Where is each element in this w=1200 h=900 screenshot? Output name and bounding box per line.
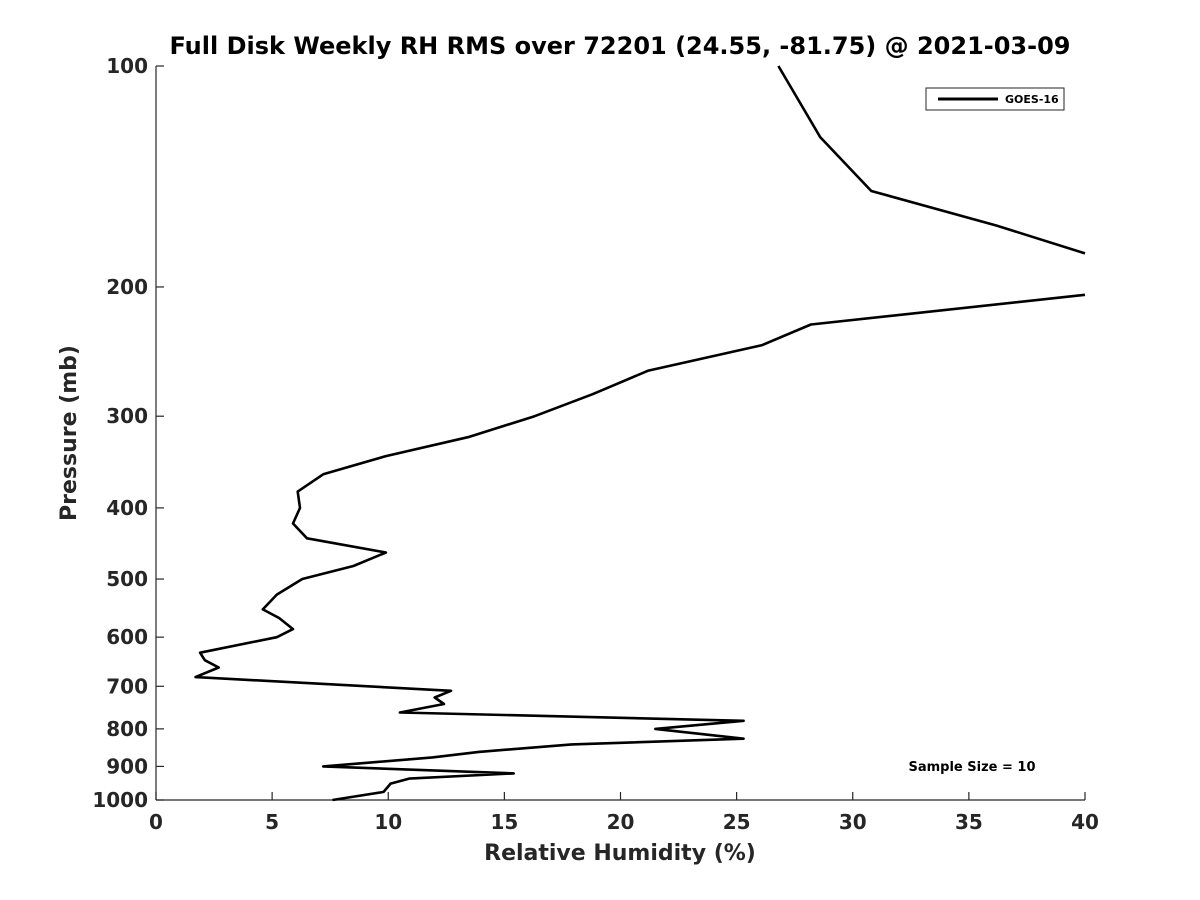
x-tick-label: 25 (723, 810, 751, 834)
y-axis-label: Pressure (mb) (57, 345, 82, 521)
y-tick-label: 600 (106, 625, 148, 649)
y-tick-label: 200 (106, 275, 148, 299)
x-ticks: 0 5 10 15 20 25 30 35 40 (149, 792, 1099, 834)
series-layer (194, 65, 1086, 802)
series-line-goes-16-segment-2 (777, 65, 1086, 255)
plot-area (155, 66, 1085, 801)
legend: GOES-16 (925, 87, 1065, 111)
x-axis-label: Relative Humidity (%) (484, 841, 756, 866)
x-tick-label: 0 (149, 810, 163, 834)
y-tick-label: 700 (106, 674, 148, 698)
x-tick-label: 5 (265, 810, 279, 834)
series-line-goes-16-segment-1 (194, 293, 1086, 802)
y-tick-label: 900 (106, 754, 148, 778)
x-tick-label: 35 (955, 810, 983, 834)
y-tick-label: 500 (106, 567, 148, 591)
y-ticks: 100 200 300 400 500 600 700 800 900 1000 (92, 54, 164, 812)
y-tick-label: 400 (106, 496, 148, 520)
sample-size-annotation: Sample Size = 10 (908, 760, 1035, 775)
x-tick-label: 40 (1071, 810, 1099, 834)
x-tick-label: 15 (490, 810, 518, 834)
chart-title: Full Disk Weekly RH RMS over 72201 (24.5… (169, 32, 1070, 60)
x-tick-label: 10 (374, 810, 402, 834)
y-tick-label: 300 (106, 404, 148, 428)
y-tick-label: 800 (106, 717, 148, 741)
x-tick-label: 20 (607, 810, 635, 834)
y-tick-label: 100 (106, 54, 148, 78)
x-tick-label: 30 (839, 810, 867, 834)
y-tick-label: 1000 (92, 788, 148, 812)
legend-label-goes-16: GOES-16 (1005, 93, 1059, 106)
